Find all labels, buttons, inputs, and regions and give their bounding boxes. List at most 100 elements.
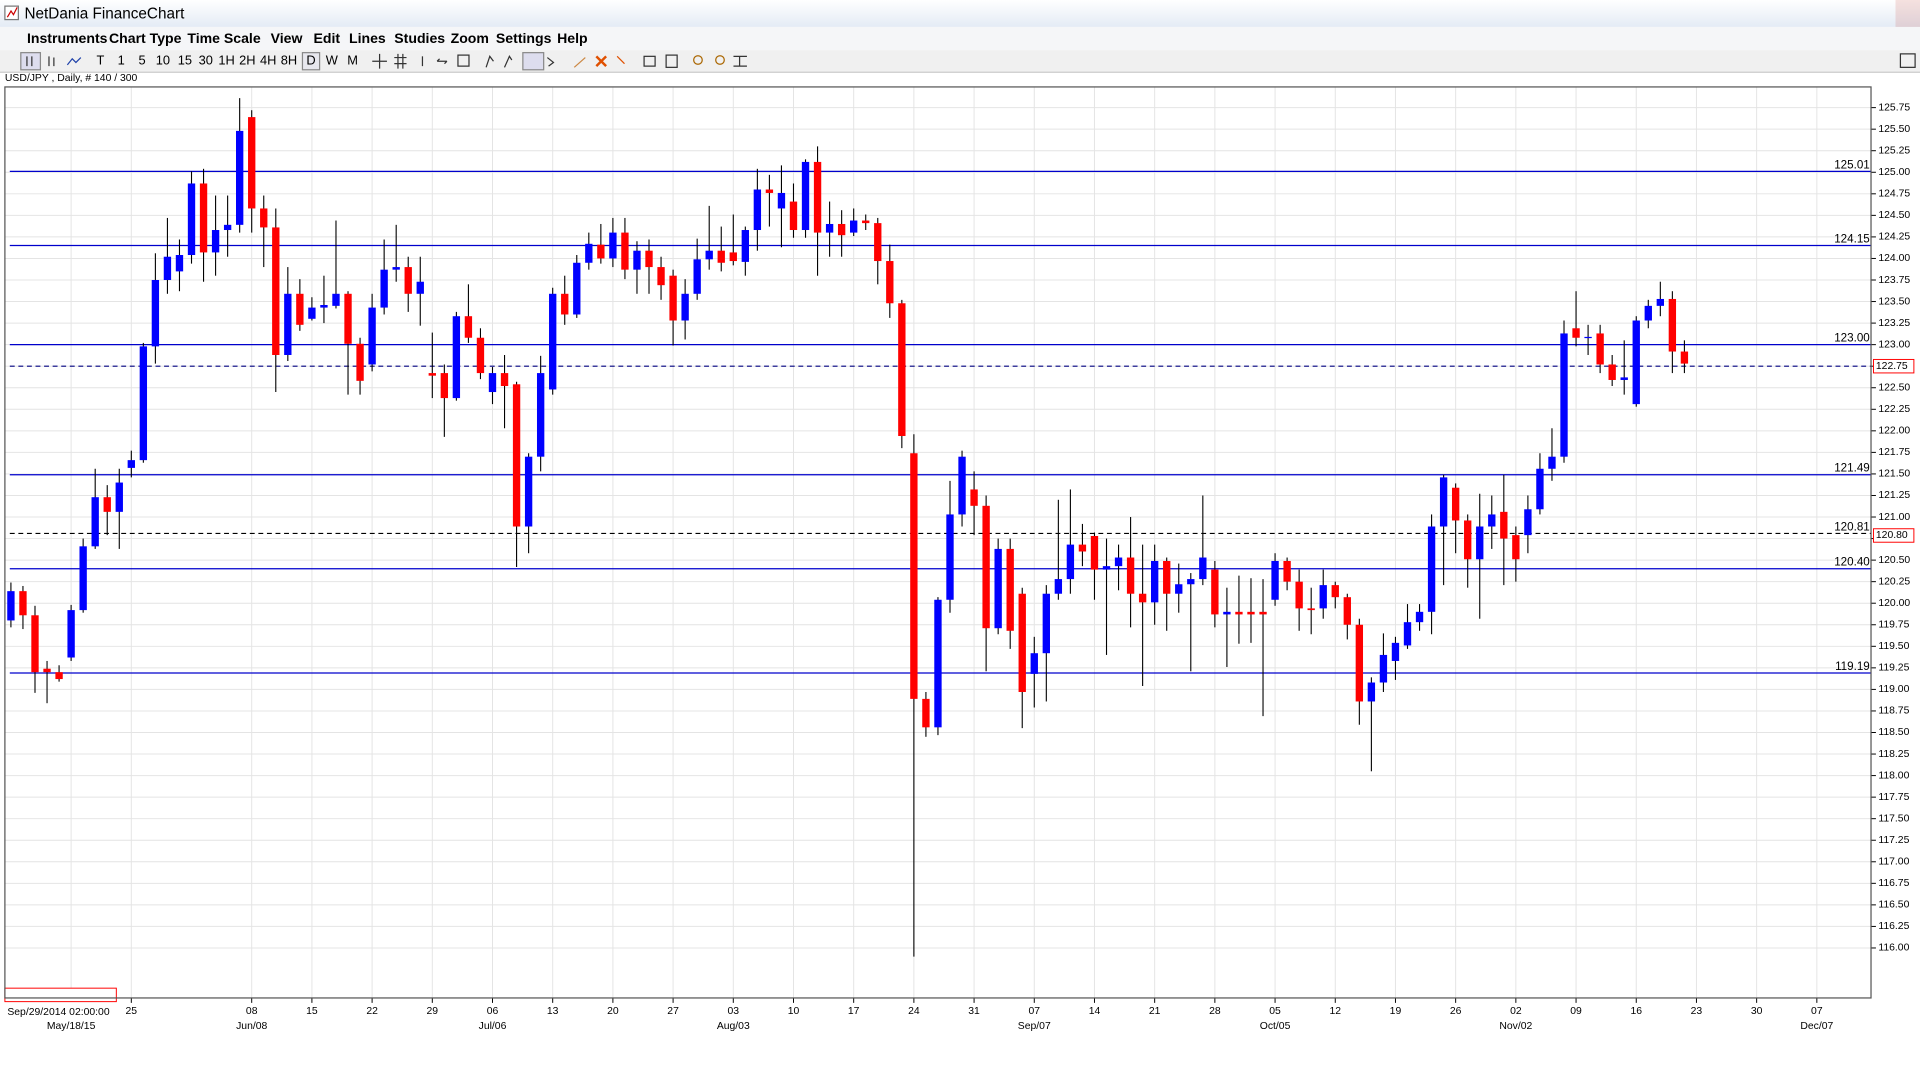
toolbar-button[interactable]: 1H xyxy=(218,53,234,68)
candle-body xyxy=(536,373,545,457)
icon-fit[interactable] xyxy=(733,55,747,67)
icon-fib[interactable] xyxy=(522,52,545,71)
toolbar-button[interactable]: 4H xyxy=(260,53,276,68)
icon-grid[interactable] xyxy=(394,53,407,69)
menu-bar xyxy=(0,26,1920,51)
candle-body xyxy=(982,505,990,629)
menu-item[interactable]: Settings xyxy=(496,30,552,46)
candle-body xyxy=(19,591,27,616)
menu-item[interactable]: View xyxy=(271,30,303,46)
icon-print[interactable] xyxy=(643,55,656,67)
icon-crosshair[interactable] xyxy=(372,53,387,69)
x-month-label: Jun/08 xyxy=(236,1021,267,1032)
menu-item[interactable]: Help xyxy=(557,30,588,46)
icon-zoom-out[interactable] xyxy=(715,55,725,65)
icon-pen[interactable] xyxy=(573,57,586,68)
menu-item[interactable]: Time Scale xyxy=(187,30,260,46)
candle-body xyxy=(284,293,292,355)
candle-body xyxy=(777,192,786,209)
candle-body xyxy=(1572,328,1580,338)
y-tick-label: 116.00 xyxy=(1878,943,1909,954)
candle-body xyxy=(585,243,593,263)
candle-body xyxy=(1644,305,1652,321)
y-tick-label: 121.50 xyxy=(1878,469,1910,480)
x-tick-label: 26 xyxy=(1450,1006,1462,1017)
icon-panel[interactable] xyxy=(1899,53,1916,68)
toolbar-button[interactable]: T xyxy=(96,53,104,68)
plot: 116.00 116.25 116.50 116.75 117.00 117.25 117.… xyxy=(4,86,1915,1032)
candle-body xyxy=(609,232,617,259)
toolbar-button[interactable]: 2H xyxy=(239,53,255,68)
candle-body xyxy=(970,489,978,506)
candle-body xyxy=(1126,557,1135,594)
icon-arrow[interactable] xyxy=(546,57,555,67)
toolbar-button[interactable]: 1 xyxy=(118,53,125,68)
toolbar-button[interactable]: M xyxy=(347,53,358,68)
x-tick-label: 30 xyxy=(1751,1006,1763,1017)
candle-body xyxy=(1656,298,1665,306)
candle-body xyxy=(7,591,15,621)
y-tick-label: 125.50 xyxy=(1878,124,1910,135)
toolbar-button[interactable]: D xyxy=(306,53,315,68)
menu-item[interactable]: Studies xyxy=(394,30,445,46)
y-tick-label: 125.75 xyxy=(1878,102,1910,113)
menu-item[interactable]: Zoom xyxy=(451,30,489,46)
candle-body xyxy=(597,244,605,259)
candle-body xyxy=(1476,526,1484,560)
level-label: 124.15 xyxy=(1834,232,1870,245)
x-tick-label: 29 xyxy=(427,1006,439,1017)
x-month-label: Oct/05 xyxy=(1260,1021,1291,1032)
candle-body xyxy=(1163,560,1171,594)
x-tick-label: 21 xyxy=(1149,1006,1161,1017)
menu-item[interactable]: Lines xyxy=(349,30,386,46)
icon-preview[interactable] xyxy=(665,54,678,68)
menu-item[interactable]: Edit xyxy=(313,30,340,46)
candle-body xyxy=(934,599,942,728)
icon-candles[interactable] xyxy=(26,56,33,67)
candle-body xyxy=(633,250,641,270)
x-tick-label: 19 xyxy=(1390,1006,1402,1017)
candle-body xyxy=(1187,579,1195,585)
icon-delete-all[interactable] xyxy=(616,55,625,65)
icon-delete[interactable] xyxy=(595,55,607,67)
candle-body xyxy=(223,224,232,231)
candle-body xyxy=(115,482,123,512)
candle-body xyxy=(1199,557,1207,580)
toolbar-button[interactable]: 15 xyxy=(178,53,192,68)
toolbar-button[interactable]: 5 xyxy=(138,53,145,68)
crosshair-x-label: Sep/29/2014 02:00:00 xyxy=(7,1007,109,1018)
candle-body xyxy=(681,293,689,321)
icon-volume[interactable] xyxy=(457,54,470,67)
toolbar-button[interactable]: 8H xyxy=(281,53,297,68)
y-tick-label: 118.50 xyxy=(1878,727,1909,738)
icon-line[interactable] xyxy=(66,57,82,66)
y-tick-label: 124.00 xyxy=(1878,253,1910,264)
icon-trend[interactable] xyxy=(485,55,513,68)
menu-item[interactable]: Chart Type xyxy=(109,30,182,46)
candle-body xyxy=(801,161,810,231)
crosshair-label: 120.81 xyxy=(1834,520,1870,533)
candle-body xyxy=(1018,593,1026,692)
toolbar-button[interactable]: 10 xyxy=(156,53,170,68)
y-tick-label: 124.75 xyxy=(1878,189,1910,200)
y-tick-label: 122.25 xyxy=(1878,404,1910,415)
candle-body xyxy=(500,373,509,387)
candle-body xyxy=(296,293,304,325)
candle-body xyxy=(392,267,400,270)
candle-body xyxy=(705,250,713,260)
toolbar-button[interactable]: W xyxy=(326,53,339,68)
icon-zoom-in[interactable] xyxy=(693,55,703,65)
candle-body xyxy=(55,672,63,680)
menu-item[interactable]: Instruments xyxy=(27,30,108,46)
icon-scroll[interactable] xyxy=(436,58,448,65)
candle-body xyxy=(332,293,340,306)
icon-bars[interactable] xyxy=(48,56,55,67)
toolbar-button[interactable]: 30 xyxy=(199,53,213,68)
x-tick-label: 10 xyxy=(788,1006,800,1017)
candle-body xyxy=(127,460,135,468)
y-tick-label: 123.75 xyxy=(1878,275,1910,286)
candle-body xyxy=(1439,477,1448,527)
candle-body xyxy=(1451,487,1460,521)
toggle-button[interactable] xyxy=(20,52,42,71)
